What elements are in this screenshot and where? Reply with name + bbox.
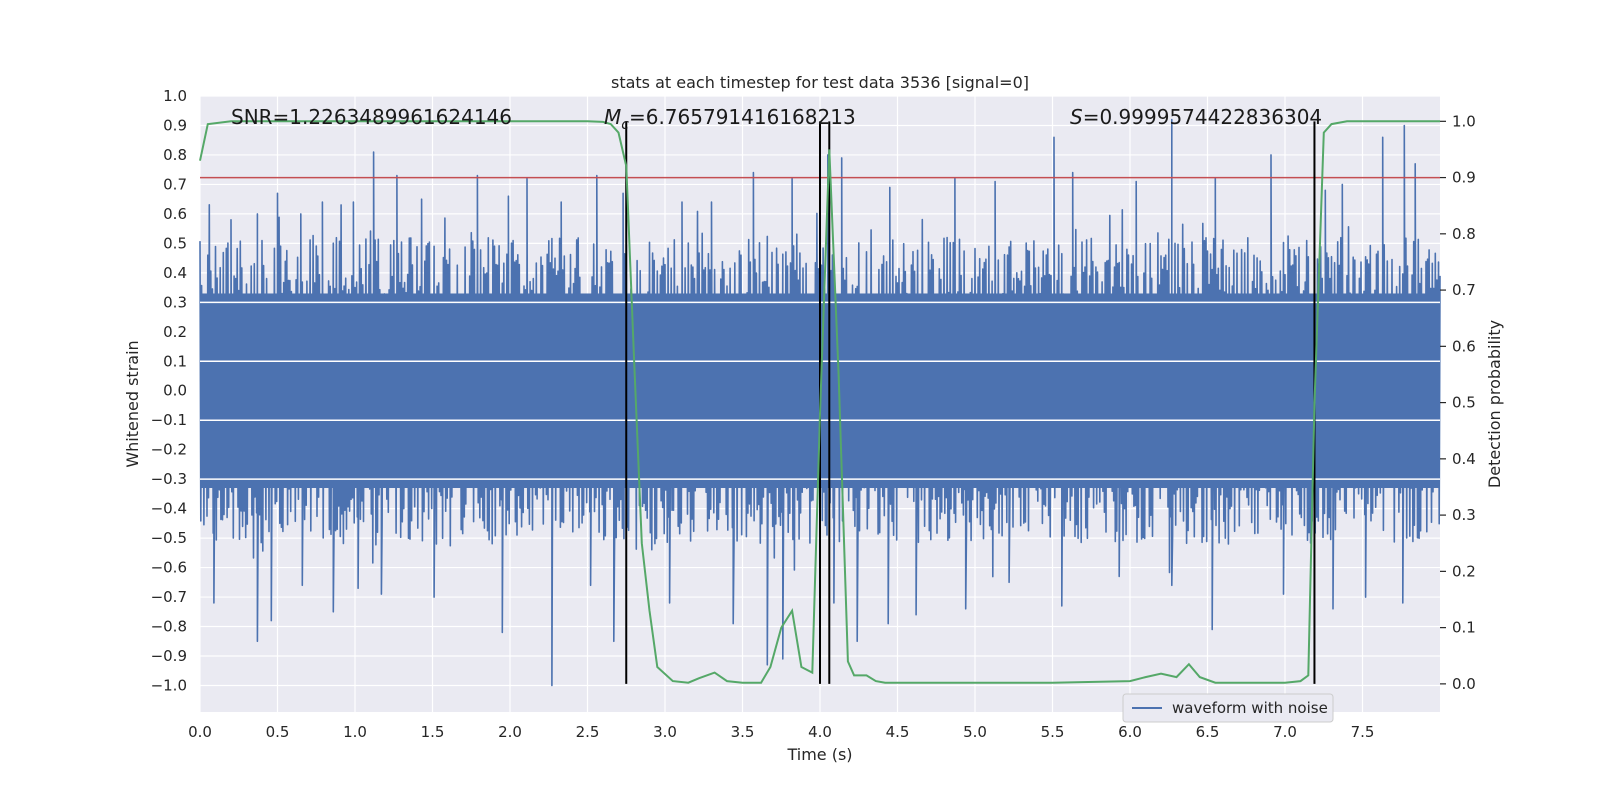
x-tick-label: 1.0 <box>343 723 367 741</box>
y2-tick-labels: 1.0 0.9 0.8 0.7 0.6 0.5 0.4 0.3 0.2 0.1 0.0 <box>1440 112 1476 693</box>
score-symbol: S <box>1070 105 1083 129</box>
snr-annotation: SNR=1.2263489961624146 <box>231 105 512 129</box>
x-tick-label: 4.0 <box>808 723 832 741</box>
x-tick-label: 3.0 <box>653 723 677 741</box>
y2-tick-label: 0.2 <box>1452 562 1476 580</box>
y-tick-labels: 1.0 0.9 0.8 0.7 0.6 0.5 0.4 0.3 0.2 0.1 0.0 −0.1 −0.… <box>151 87 187 694</box>
x-tick-label: 7.0 <box>1273 723 1297 741</box>
x-tick-label: 6.5 <box>1196 723 1220 741</box>
chirp-mass-subscript: c <box>621 117 629 133</box>
legend-label-waveform: waveform with noise <box>1172 699 1328 717</box>
y2-tick-label: 0.7 <box>1452 281 1476 299</box>
y-tick-label: −0.8 <box>151 618 187 636</box>
x-tick-label: 0.0 <box>188 723 212 741</box>
legend: waveform with noise <box>1122 693 1334 723</box>
score-annotation: S=0.9999574422836304 <box>1070 105 1322 129</box>
y-tick-label: −1.0 <box>151 676 187 694</box>
y2-tick-label: 0.0 <box>1452 675 1476 693</box>
y-tick-label: 0.6 <box>163 205 187 223</box>
y2-axis-label: Detection probability <box>1485 320 1504 488</box>
y-tick-label: −0.4 <box>151 500 187 518</box>
x-tick-labels: 0.0 0.5 1.0 1.5 2.0 2.5 3.0 3.5 4.0 4.5 5.0 5.5 6.0 6… <box>188 723 1374 741</box>
chirp-mass-annotation: Mc=6.765791416168213 <box>604 105 856 133</box>
y-tick-label: 0.2 <box>163 323 187 341</box>
y-tick-label: 0.8 <box>163 146 187 164</box>
y-tick-label: −0.6 <box>151 559 187 577</box>
x-tick-label: 2.5 <box>576 723 600 741</box>
chirp-mass-value: =6.765791416168213 <box>629 105 856 129</box>
y2-tick-label: 0.1 <box>1452 619 1476 637</box>
x-axis-label: Time (s) <box>786 745 852 764</box>
y2-tick-label: 1.0 <box>1452 112 1476 130</box>
y2-tick-label: 0.4 <box>1452 450 1476 468</box>
x-tick-label: 6.0 <box>1118 723 1142 741</box>
y-tick-label: −0.5 <box>151 529 187 547</box>
y-axis-label: Whitened strain <box>123 340 142 467</box>
y-tick-label: 0.3 <box>163 293 187 311</box>
y-tick-label: −0.9 <box>151 647 187 665</box>
y-tick-label: −0.3 <box>151 470 187 488</box>
x-tick-label: 7.5 <box>1351 723 1375 741</box>
y-tick-label: 0.5 <box>163 234 187 252</box>
y2-tick-label: 0.8 <box>1452 225 1476 243</box>
chart-title: stats at each timestep for test data 353… <box>611 73 1029 92</box>
y-tick-label: −0.1 <box>151 411 187 429</box>
x-tick-label: 3.5 <box>731 723 755 741</box>
y-tick-label: −0.2 <box>151 441 187 459</box>
y-tick-label: 0.1 <box>163 352 187 370</box>
x-tick-label: 0.5 <box>266 723 290 741</box>
y2-tick-label: 0.5 <box>1452 394 1476 412</box>
y-tick-label: 0.4 <box>163 264 187 282</box>
chirp-mass-symbol: M <box>604 105 621 129</box>
detection-probability-line <box>199 120 1440 684</box>
y2-tick-label: 0.3 <box>1452 506 1476 524</box>
x-tick-label: 1.5 <box>421 723 445 741</box>
x-tick-label: 5.5 <box>1041 723 1065 741</box>
x-tick-label: 4.5 <box>886 723 910 741</box>
y-tick-label: 0.7 <box>163 175 187 193</box>
y-tick-label: 0.9 <box>163 116 187 134</box>
y2-tick-label: 0.6 <box>1452 337 1476 355</box>
x-tick-label: 2.0 <box>498 723 522 741</box>
y2-tick-label: 0.9 <box>1452 169 1476 187</box>
y-tick-label: 0.0 <box>163 382 187 400</box>
y-tick-label: 1.0 <box>163 87 187 105</box>
legend-box <box>1122 693 1334 723</box>
score-value: =0.9999574422836304 <box>1083 105 1322 129</box>
y-tick-label: −0.7 <box>151 588 187 606</box>
x-tick-label: 5.0 <box>963 723 987 741</box>
